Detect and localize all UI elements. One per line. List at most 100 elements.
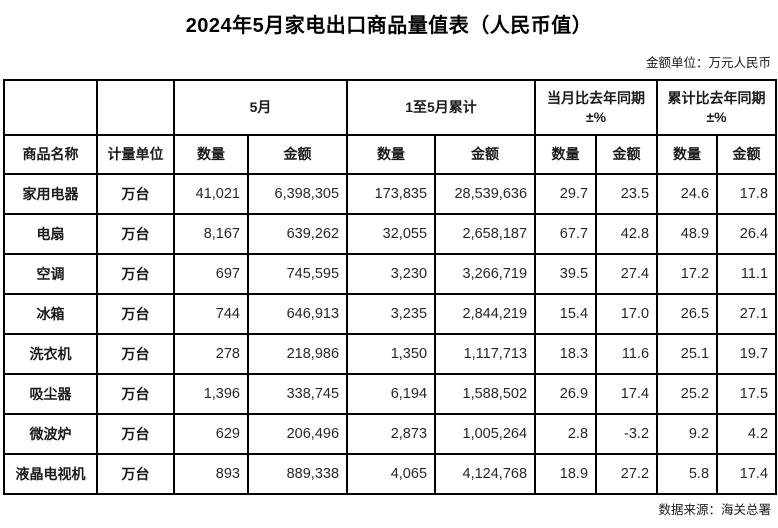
may-amount-cell: 338,745 [246, 373, 349, 415]
header-may-amount: 金额 [246, 134, 349, 175]
may-qty-cell: 697 [173, 253, 249, 295]
amount-unit-note: 金额单位：万元人民币 [645, 56, 771, 70]
may-amount-cell: 6,398,305 [246, 173, 349, 215]
product-name-cell: 空调 [3, 253, 98, 295]
month-yoy-amount-pct-cell: 17.4 [595, 373, 659, 415]
table-row: 吸尘器 万台 1,396 338,745 6,194 1,588,502 26.9 17.4 2… [3, 373, 778, 415]
product-name-cell: 吸尘器 [3, 373, 98, 415]
month-yoy-amount-pct-cell: 27.4 [595, 253, 659, 295]
header-may-qty: 数量 [173, 134, 249, 175]
table-row: 微波炉 万台 629 206,496 2,873 1,005,264 2.8 -3.2 9.2 4… [3, 413, 778, 455]
cumulative-yoy-qty-pct-cell: 25.1 [656, 333, 719, 375]
cumulative-amount-cell: 2,844,219 [434, 293, 537, 335]
product-name-cell: 冰箱 [3, 293, 98, 335]
cumulative-yoy-amount-pct-cell: 11.1 [716, 253, 778, 295]
export-table-page: 2024年5月家电出口商品量值表（人民币值） 金额单位：万元人民币 5月 1至5… [0, 9, 778, 528]
cumulative-yoy-qty-pct-cell: 25.2 [656, 373, 719, 415]
measure-unit-cell: 万台 [96, 253, 175, 295]
cumulative-qty-cell: 4,065 [346, 453, 437, 495]
header-month-yoy-qty: 数量 [534, 134, 598, 175]
may-qty-cell: 744 [173, 293, 249, 335]
cumulative-yoy-qty-pct-cell: 5.8 [656, 453, 719, 495]
product-name-cell: 洗衣机 [3, 333, 98, 375]
group-header-month-yoy-line2: ±% [585, 108, 607, 125]
may-amount-cell: 218,986 [246, 333, 349, 375]
measure-unit-cell: 万台 [96, 373, 175, 415]
header-cumulative-yoy-amount: 金额 [716, 134, 778, 175]
cumulative-yoy-qty-pct-cell: 26.5 [656, 293, 719, 335]
cumulative-amount-cell: 1,005,264 [434, 413, 537, 455]
measure-unit-cell: 万台 [96, 333, 175, 375]
month-yoy-qty-pct-cell: 18.9 [534, 453, 598, 495]
data-source-note: 数据来源：海关总署 [658, 503, 771, 517]
may-qty-cell: 278 [173, 333, 249, 375]
empty-header-cell-unit [96, 79, 175, 136]
may-qty-cell: 41,021 [173, 173, 249, 215]
may-amount-cell: 646,913 [246, 293, 349, 335]
measure-unit-cell: 万台 [96, 293, 175, 335]
cumulative-yoy-qty-pct-cell: 9.2 [656, 413, 719, 455]
group-header-cumulative: 1至5月累计 [346, 79, 537, 136]
cumulative-amount-cell: 28,539,636 [434, 173, 537, 215]
cumulative-yoy-amount-pct-cell: 27.1 [716, 293, 778, 335]
page-title: 2024年5月家电出口商品量值表（人民币值） [185, 15, 593, 37]
month-yoy-qty-pct-cell: 67.7 [534, 213, 598, 255]
cumulative-qty-cell: 3,230 [346, 253, 437, 295]
cumulative-amount-cell: 3,266,719 [434, 253, 537, 295]
product-name-cell: 微波炉 [3, 413, 98, 455]
header-month-yoy-amount: 金额 [595, 134, 659, 175]
cumulative-yoy-amount-pct-cell: 17.4 [716, 453, 778, 495]
may-amount-cell: 206,496 [246, 413, 349, 455]
product-name-cell: 电扇 [3, 213, 98, 255]
product-name-cell: 液晶电视机 [3, 453, 98, 495]
cumulative-yoy-amount-pct-cell: 4.2 [716, 413, 778, 455]
measure-unit-cell: 万台 [96, 453, 175, 495]
cumulative-yoy-qty-pct-cell: 24.6 [656, 173, 719, 215]
month-yoy-qty-pct-cell: 39.5 [534, 253, 598, 295]
group-header-cumulative-yoy: 累计比去年同期 ±% [656, 79, 778, 136]
group-header-month-yoy-line1: 当月比去年同期 [547, 89, 646, 106]
cumulative-yoy-amount-pct-cell: 17.5 [716, 373, 778, 415]
measure-unit-cell: 万台 [96, 413, 175, 455]
table-row: 洗衣机 万台 278 218,986 1,350 1,117,713 18.3 11.6 25.… [3, 333, 778, 375]
group-header-month-yoy: 当月比去年同期 ±% [534, 79, 659, 136]
month-yoy-amount-pct-cell: 42.8 [595, 213, 659, 255]
month-yoy-qty-pct-cell: 2.8 [534, 413, 598, 455]
month-yoy-amount-pct-cell: 11.6 [595, 333, 659, 375]
month-yoy-amount-pct-cell: -3.2 [595, 413, 659, 455]
may-amount-cell: 745,595 [246, 253, 349, 295]
header-cumulative-qty: 数量 [346, 134, 437, 175]
may-amount-cell: 889,338 [246, 453, 349, 495]
cumulative-qty-cell: 2,873 [346, 413, 437, 455]
cumulative-amount-cell: 1,588,502 [434, 373, 537, 415]
cumulative-qty-cell: 6,194 [346, 373, 437, 415]
table-row: 家用电器 万台 41,021 6,398,305 173,835 28,539,636 29… [3, 173, 778, 215]
header-measure-unit: 计量单位 [96, 134, 175, 175]
export-data-table: 5月 1至5月累计 当月比去年同期 ±% 累计比去年同期 ±% 商品名称 计量单… [3, 79, 778, 495]
month-yoy-amount-pct-cell: 17.0 [595, 293, 659, 335]
empty-header-cell-product [3, 79, 98, 136]
table-row: 液晶电视机 万台 893 889,338 4,065 4,124,768 18.9 27.2 5… [3, 453, 778, 495]
header-cumulative-amount: 金额 [434, 134, 537, 175]
month-yoy-amount-pct-cell: 27.2 [595, 453, 659, 495]
sub-header-row: 商品名称 计量单位 数量 金额 数量 金额 数量 金额 数量 金额 [3, 134, 778, 175]
cumulative-yoy-qty-pct-cell: 48.9 [656, 213, 719, 255]
table-row: 电扇 万台 8,167 639,262 32,055 2,658,187 67.7 42.8 4… [3, 213, 778, 255]
cumulative-qty-cell: 32,055 [346, 213, 437, 255]
cumulative-yoy-amount-pct-cell: 26.4 [716, 213, 778, 255]
group-header-cumulative-yoy-line2: ±% [706, 108, 727, 125]
month-yoy-qty-pct-cell: 26.9 [534, 373, 598, 415]
group-header-cumulative-yoy-line1: 累计比去年同期 [667, 89, 766, 106]
month-yoy-qty-pct-cell: 29.7 [534, 173, 598, 215]
may-qty-cell: 8,167 [173, 213, 249, 255]
month-yoy-qty-pct-cell: 18.3 [534, 333, 598, 375]
header-product-name: 商品名称 [3, 134, 98, 175]
may-amount-cell: 639,262 [246, 213, 349, 255]
cumulative-yoy-amount-pct-cell: 19.7 [716, 333, 778, 375]
cumulative-qty-cell: 1,350 [346, 333, 437, 375]
table-row: 冰箱 万台 744 646,913 3,235 2,844,219 15.4 17.0 26.5… [3, 293, 778, 335]
may-qty-cell: 629 [173, 413, 249, 455]
cumulative-amount-cell: 2,658,187 [434, 213, 537, 255]
table-body: 家用电器 万台 41,021 6,398,305 173,835 28,539,636 29… [3, 173, 778, 495]
measure-unit-cell: 万台 [96, 173, 175, 215]
